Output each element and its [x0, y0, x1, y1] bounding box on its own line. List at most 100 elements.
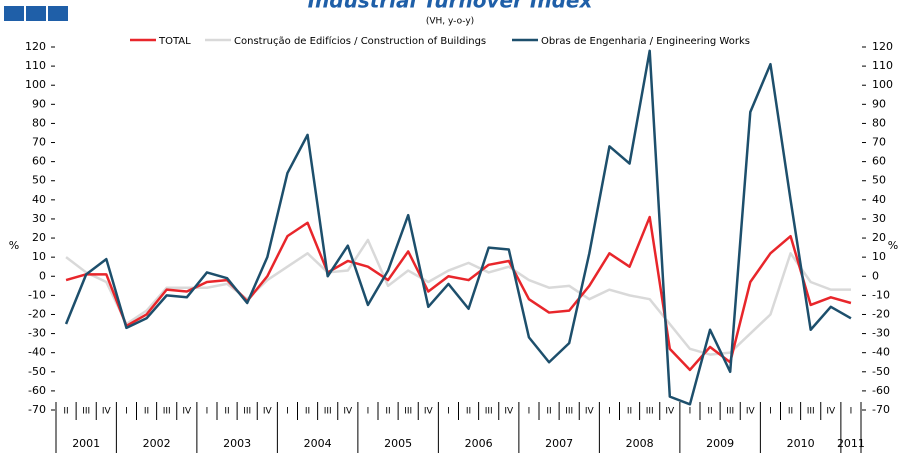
x-tick-label: II: [466, 407, 471, 417]
y-tick-label: 50: [32, 174, 46, 187]
logo-block: [26, 6, 46, 21]
x-tick-label: IV: [665, 407, 675, 417]
x-tick-label: I: [286, 407, 289, 417]
y-tick-label: 90: [32, 97, 46, 110]
y2-tick-label: 30: [872, 212, 886, 225]
y-tick-label: 30: [32, 212, 46, 225]
y2-tick-label: 40: [872, 193, 886, 206]
year-label: 2001: [72, 437, 100, 450]
x-tick-label: IV: [585, 407, 595, 417]
year-label: 2006: [465, 437, 493, 450]
y-tick-label: 40: [32, 193, 46, 206]
x-tick-label: IV: [424, 407, 434, 417]
x-tick-label: IV: [263, 407, 273, 417]
y-tick-label: -10: [28, 288, 46, 301]
x-tick-label: I: [608, 407, 611, 417]
x-tick-label: III: [726, 407, 734, 417]
chart-title: Industrial Turnover Index: [308, 0, 594, 13]
y2-tick-label: 120: [872, 40, 893, 53]
x-tick-label: I: [850, 407, 853, 417]
y-tick-label: -40: [28, 346, 46, 359]
x-tick-label: I: [447, 407, 450, 417]
y-tick-label: 60: [32, 155, 46, 168]
x-tick-label: IV: [746, 407, 756, 417]
x-tick-label: III: [324, 407, 332, 417]
x-tick-label: II: [627, 407, 632, 417]
year-label: 2008: [626, 437, 654, 450]
y-tick-label: -20: [28, 307, 46, 320]
x-tick-label: IV: [826, 407, 836, 417]
x-tick-label: II: [144, 407, 149, 417]
year-label: 2010: [787, 437, 815, 450]
chart-subtitle: (VH, y-o-y): [426, 17, 474, 27]
y2-axis-label: %: [888, 239, 898, 252]
y-tick-label: -60: [28, 384, 46, 397]
x-tick-label: II: [385, 407, 390, 417]
y2-tick-label: 80: [872, 116, 886, 129]
y2-tick-label: 100: [872, 78, 893, 91]
y-tick-label: 110: [25, 59, 46, 72]
x-tick-label: I: [206, 407, 209, 417]
year-label: 2003: [223, 437, 251, 450]
x-tick-label: I: [689, 407, 692, 417]
year-label: 2007: [545, 437, 573, 450]
y2-tick-label: -70: [872, 403, 890, 416]
x-tick-label: III: [404, 407, 412, 417]
y2-tick-label: -20: [872, 307, 890, 320]
y2-tick-label: 70: [872, 136, 886, 149]
x-tick-label: III: [646, 407, 654, 417]
legend-label: Construção de Edifícios / Construction o…: [234, 35, 486, 47]
y2-tick-label: -10: [872, 288, 890, 301]
x-tick-label: III: [82, 407, 90, 417]
x-tick-label: I: [367, 407, 370, 417]
x-tick-label: II: [707, 407, 712, 417]
y-tick-label: 70: [32, 136, 46, 149]
x-tick-label: III: [485, 407, 493, 417]
y-tick-label: -70: [28, 403, 46, 416]
y2-tick-label: -40: [872, 346, 890, 359]
logo-block: [48, 6, 68, 21]
y-tick-label: 10: [32, 250, 46, 263]
y2-tick-label: 110: [872, 59, 893, 72]
x-tick-label: II: [305, 407, 310, 417]
year-label: 2009: [706, 437, 734, 450]
y2-tick-label: 60: [872, 155, 886, 168]
x-tick-label: II: [224, 407, 229, 417]
year-label: 2005: [384, 437, 412, 450]
y2-tick-label: -60: [872, 384, 890, 397]
x-tick-label: III: [163, 407, 171, 417]
y2-tick-label: 90: [872, 97, 886, 110]
logo-block: [4, 6, 24, 21]
y2-tick-label: 20: [872, 231, 886, 244]
y-tick-label: 0: [39, 269, 46, 282]
x-tick-label: I: [125, 407, 128, 417]
y2-tick-label: 50: [872, 174, 886, 187]
x-tick-label: II: [63, 407, 68, 417]
y-tick-label: -50: [28, 365, 46, 378]
y2-tick-label: 0: [872, 269, 879, 282]
y-tick-label: 100: [25, 78, 46, 91]
y2-tick-label: 10: [872, 250, 886, 263]
x-tick-label: III: [807, 407, 815, 417]
y-tick-label: -30: [28, 327, 46, 340]
y-tick-label: 80: [32, 116, 46, 129]
y2-tick-label: -50: [872, 365, 890, 378]
x-tick-label: IV: [504, 407, 514, 417]
x-tick-label: IV: [102, 407, 112, 417]
year-label: 2011: [837, 437, 865, 450]
legend-label: TOTAL: [158, 36, 191, 47]
y-axis-label: %: [9, 239, 19, 252]
y-tick-label: 120: [25, 40, 46, 53]
x-tick-label: I: [769, 407, 772, 417]
y2-tick-label: -30: [872, 327, 890, 340]
year-label: 2004: [304, 437, 332, 450]
x-tick-label: II: [788, 407, 793, 417]
legend-label: Obras de Engenharia / Engineering Works: [541, 36, 750, 47]
y-tick-label: 20: [32, 231, 46, 244]
year-label: 2002: [143, 437, 171, 450]
series-line: [64, 49, 852, 406]
x-tick-label: IV: [182, 407, 192, 417]
x-tick-label: III: [565, 407, 573, 417]
x-tick-label: IV: [343, 407, 353, 417]
